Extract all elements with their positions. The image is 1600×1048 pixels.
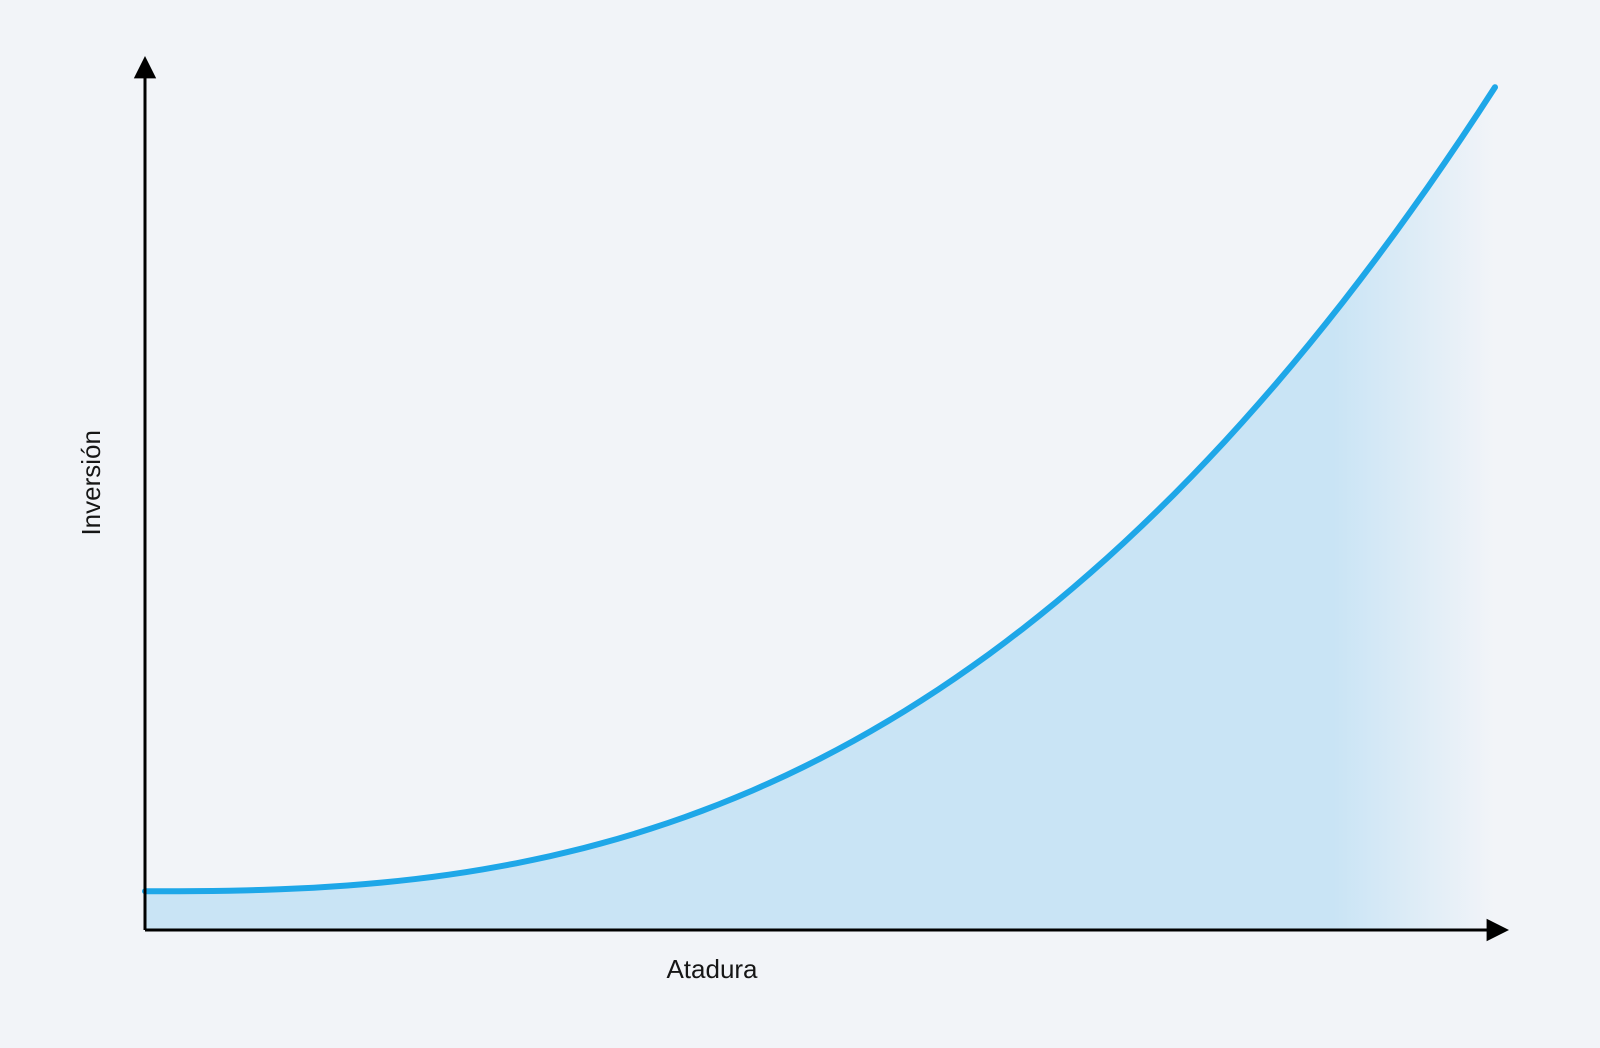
x-axis-label: Atadura	[666, 954, 758, 984]
exponential-area-chart: Inversión Atadura	[0, 0, 1600, 1048]
y-axis-label: Inversión	[76, 430, 106, 536]
chart-container: Inversión Atadura	[0, 0, 1600, 1048]
